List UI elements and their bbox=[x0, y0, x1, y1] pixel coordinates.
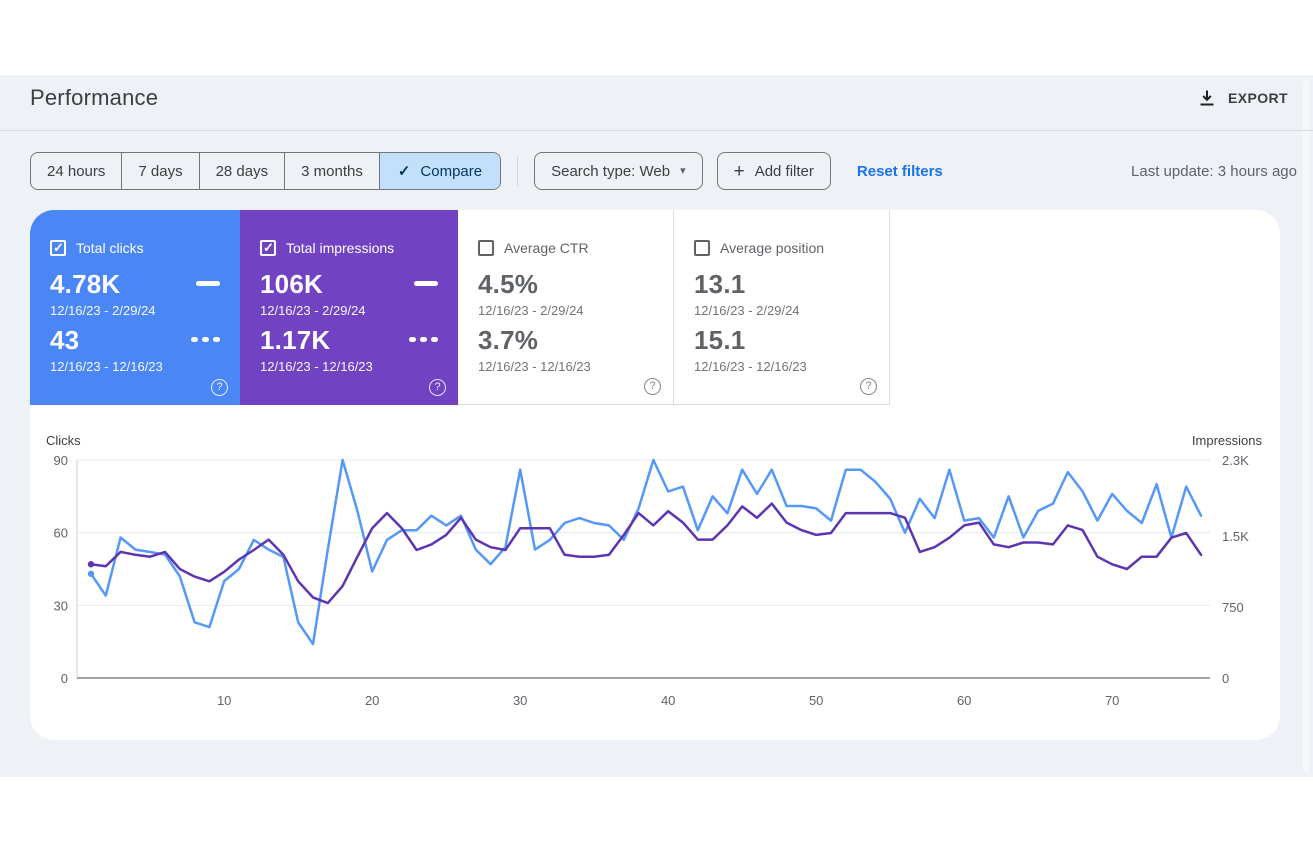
export-label: EXPORT bbox=[1228, 90, 1288, 106]
right-axis-tick: 1.5K bbox=[1222, 529, 1249, 544]
date-range-7-days[interactable]: 7 days bbox=[122, 153, 200, 189]
left-axis-tick: 60 bbox=[54, 526, 68, 541]
help-icon[interactable]: ? bbox=[644, 378, 661, 395]
total-clicks-label: Total clicks bbox=[76, 240, 144, 256]
left-axis-tick: 30 bbox=[54, 598, 68, 613]
average-position-label: Average position bbox=[720, 240, 825, 256]
date-range-3-months[interactable]: 3 months bbox=[285, 153, 380, 189]
average-ctr-range: 12/16/23 - 2/29/24 bbox=[478, 303, 584, 318]
total-impressions-checkbox[interactable] bbox=[260, 240, 276, 256]
right-axis-tick: 2.3K bbox=[1222, 453, 1249, 468]
help-icon[interactable]: ? bbox=[429, 379, 446, 396]
content-panel: 0 30 60 90 0 750 1.5K 2.3K 10 20 30 40 50 60 70 Clicks I… bbox=[30, 210, 1280, 740]
chevron-down-icon: ▾ bbox=[680, 164, 686, 177]
right-axis-title: Impressions bbox=[1192, 433, 1263, 448]
date-range-24-hours[interactable]: 24 hours bbox=[31, 153, 123, 189]
total-impressions-compare-value: 1.17K bbox=[260, 325, 331, 355]
left-axis-tick: 90 bbox=[54, 453, 68, 468]
total-impressions-label: Total impressions bbox=[286, 240, 395, 256]
right-axis-tick: 0 bbox=[1222, 671, 1229, 686]
total-clicks-compare-value: 43 bbox=[50, 325, 80, 355]
download-icon bbox=[1200, 90, 1214, 106]
total-impressions-range: 12/16/23 - 2/29/24 bbox=[260, 303, 366, 318]
total-clicks-compare-range: 12/16/23 - 12/16/23 bbox=[50, 359, 163, 374]
total-clicks-checkbox[interactable] bbox=[50, 240, 66, 256]
average-position-card[interactable]: Average position 13.1 12/16/23 - 2/29/24… bbox=[674, 210, 890, 405]
x-axis-tick: 30 bbox=[513, 693, 527, 708]
average-position-value: 13.1 bbox=[694, 269, 746, 299]
impressions-line[interactable] bbox=[89, 502, 1203, 605]
x-axis-tick: 10 bbox=[217, 693, 231, 708]
scrollbar-track[interactable] bbox=[1303, 80, 1310, 772]
clicks-line[interactable] bbox=[89, 458, 1203, 646]
help-icon[interactable]: ? bbox=[211, 379, 228, 396]
page-title: Performance bbox=[30, 85, 159, 110]
left-axis-tick: 0 bbox=[61, 671, 68, 686]
total-impressions-value: 106K bbox=[260, 269, 323, 299]
header-divider bbox=[0, 130, 1313, 131]
check-icon: ✓ bbox=[397, 163, 411, 180]
compare-toggle[interactable]: ✓ Compare bbox=[379, 153, 501, 189]
average-ctr-card[interactable]: Average CTR 4.5% 12/16/23 - 2/29/24 3.7%… bbox=[458, 210, 674, 405]
total-impressions-card[interactable]: Total impressions 106K 12/16/23 - 2/29/2… bbox=[240, 210, 458, 405]
solid-line-marker-icon bbox=[414, 281, 438, 286]
reset-filters-link[interactable]: Reset filters bbox=[856, 162, 943, 180]
total-clicks-value: 4.78K bbox=[50, 269, 121, 299]
x-axis-tick: 40 bbox=[661, 693, 675, 708]
performance-chart[interactable]: 0 30 60 90 0 750 1.5K 2.3K 10 20 30 40 50 60 70 Clicks I… bbox=[30, 210, 1280, 740]
right-axis-tick: 750 bbox=[1222, 600, 1244, 615]
dashed-line-marker-icon bbox=[409, 337, 438, 342]
x-axis-tick: 50 bbox=[809, 693, 823, 708]
filter-toolbar: 24 hours 7 days 28 days 3 months ✓ Compa… bbox=[30, 152, 1297, 190]
help-icon[interactable]: ? bbox=[860, 378, 877, 395]
add-filter-chip[interactable]: + Add filter bbox=[716, 152, 831, 190]
total-clicks-card[interactable]: Total clicks 4.78K 12/16/23 - 2/29/24 43… bbox=[30, 210, 240, 405]
average-position-compare-value: 15.1 bbox=[694, 325, 746, 355]
average-ctr-value: 4.5% bbox=[478, 269, 539, 299]
total-impressions-compare-range: 12/16/23 - 12/16/23 bbox=[260, 359, 373, 374]
x-axis-tick: 70 bbox=[1105, 693, 1119, 708]
page-header: Performance EXPORT bbox=[30, 82, 1288, 114]
average-position-compare-range: 12/16/23 - 12/16/23 bbox=[694, 359, 807, 374]
date-range-control: 24 hours 7 days 28 days 3 months ✓ Compa… bbox=[30, 152, 502, 190]
date-range-28-days[interactable]: 28 days bbox=[200, 153, 286, 189]
left-axis-title: Clicks bbox=[46, 433, 81, 448]
average-position-checkbox[interactable] bbox=[694, 240, 710, 256]
x-axis-tick: 20 bbox=[365, 693, 379, 708]
impressions-line-start-dot bbox=[87, 561, 95, 568]
last-update-text: Last update: 3 hours ago bbox=[1131, 162, 1297, 180]
toolbar-separator bbox=[517, 156, 519, 186]
search-type-chip[interactable]: Search type: Web ▾ bbox=[534, 152, 703, 190]
clicks-line-start-dot bbox=[87, 570, 95, 578]
average-ctr-compare-value: 3.7% bbox=[478, 325, 539, 355]
add-filter-label: Add filter bbox=[754, 162, 814, 180]
average-position-range: 12/16/23 - 2/29/24 bbox=[694, 303, 800, 318]
average-ctr-label: Average CTR bbox=[504, 240, 589, 256]
dashed-line-marker-icon bbox=[191, 337, 220, 342]
total-clicks-range: 12/16/23 - 2/29/24 bbox=[50, 303, 156, 318]
plus-icon: + bbox=[733, 160, 745, 182]
average-ctr-checkbox[interactable] bbox=[478, 240, 494, 256]
export-button[interactable]: EXPORT bbox=[1198, 89, 1288, 107]
metric-cards: Total clicks 4.78K 12/16/23 - 2/29/24 43… bbox=[30, 210, 1280, 405]
x-axis-tick: 60 bbox=[957, 693, 971, 708]
solid-line-marker-icon bbox=[196, 281, 220, 286]
compare-label: Compare bbox=[420, 162, 483, 180]
average-ctr-compare-range: 12/16/23 - 12/16/23 bbox=[478, 359, 591, 374]
search-type-label: Search type: Web bbox=[551, 162, 671, 180]
